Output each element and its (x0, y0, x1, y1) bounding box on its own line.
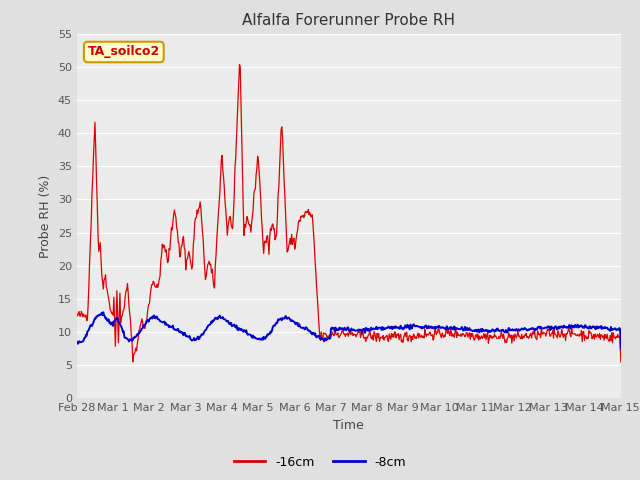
Title: Alfalfa Forerunner Probe RH: Alfalfa Forerunner Probe RH (243, 13, 455, 28)
-16cm (140, 325, 147, 331)
-8cm (195, 336, 202, 342)
-8cm (416, 324, 424, 330)
-8cm (73, 339, 81, 345)
-16cm (236, 62, 243, 68)
-8cm (223, 318, 231, 324)
-16cm (617, 359, 625, 365)
-8cm (140, 323, 147, 328)
-16cm (195, 206, 202, 212)
-8cm (99, 309, 107, 315)
-8cm (431, 326, 439, 332)
Line: -16cm: -16cm (77, 65, 621, 362)
Legend: -16cm, -8cm: -16cm, -8cm (229, 451, 411, 474)
-16cm (129, 359, 136, 365)
Y-axis label: Probe RH (%): Probe RH (%) (39, 174, 52, 258)
Text: TA_soilco2: TA_soilco2 (88, 46, 160, 59)
Line: -8cm: -8cm (77, 312, 621, 348)
X-axis label: Time: Time (333, 419, 364, 432)
-16cm (83, 318, 90, 324)
-8cm (617, 346, 625, 351)
-16cm (417, 334, 424, 339)
-16cm (73, 312, 81, 317)
-16cm (433, 332, 440, 337)
-8cm (83, 333, 90, 338)
-16cm (223, 232, 231, 238)
